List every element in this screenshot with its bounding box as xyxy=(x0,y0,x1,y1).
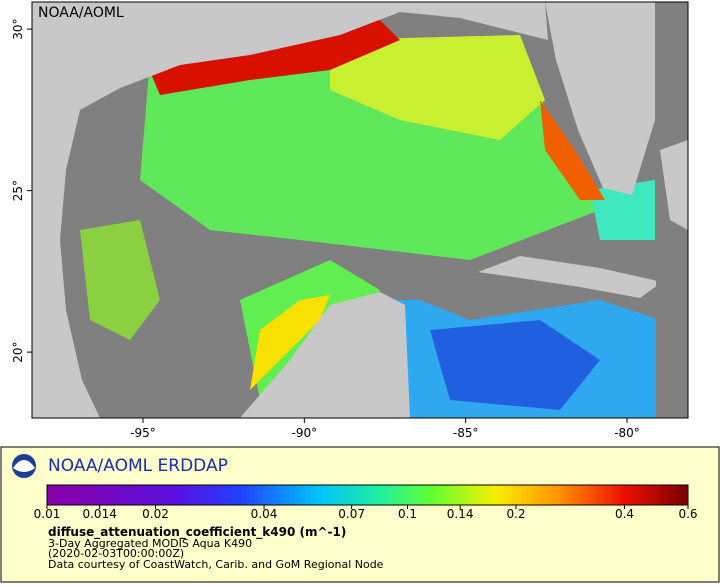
x-tick-label: -80° xyxy=(614,426,640,440)
description-line: 3-Day Aggregated MODIS Aqua K490 xyxy=(48,537,252,550)
land xyxy=(478,256,662,298)
land xyxy=(545,2,655,195)
logo-bird xyxy=(13,460,35,472)
legend-panel xyxy=(0,446,720,583)
colorbar-tick-label: 0.6 xyxy=(678,507,697,521)
description-line: (2020-02-03T00:00:00Z) xyxy=(48,547,184,560)
x-tick-label: -85° xyxy=(453,426,479,440)
colorbar-tick-label: 0.07 xyxy=(338,507,365,521)
colorbar-tick-label: 0.014 xyxy=(82,507,116,521)
watermark: NOAA/AOML xyxy=(38,5,124,21)
colorbar-tick-label: 0.04 xyxy=(251,507,278,521)
ocean-patch xyxy=(590,180,655,240)
colorbar-tick-label: 0.14 xyxy=(447,507,474,521)
land xyxy=(240,292,410,418)
colorbar-tick-label: 0.4 xyxy=(615,507,634,521)
x-tick-label: -95° xyxy=(130,426,156,440)
y-tick-label: 25° xyxy=(11,180,25,201)
description-line: Data courtesy of CoastWatch, Carib. and … xyxy=(48,558,384,571)
y-tick-label: 20° xyxy=(11,341,25,362)
variable-name: diffuse_attenuation_coefficient_k490 (m^… xyxy=(48,525,346,540)
legend-title: NOAA/AOML ERDDAP xyxy=(48,456,228,476)
colorbar xyxy=(46,484,689,506)
colorbar-tick-label: 0.02 xyxy=(142,507,169,521)
ocean-patch xyxy=(80,220,160,340)
ocean-patch xyxy=(430,320,600,410)
colorbar-tick-label: 0.2 xyxy=(506,507,525,521)
land xyxy=(32,2,548,418)
x-tick-label: -90° xyxy=(292,426,318,440)
colorbar-tick-label: 0.1 xyxy=(398,507,417,521)
noaa-logo xyxy=(12,454,36,478)
ocean-patch xyxy=(540,100,605,200)
y-tick-label: 30° xyxy=(11,18,25,39)
ocean-patch xyxy=(145,20,400,95)
ocean-patch xyxy=(330,35,545,140)
map-image xyxy=(32,2,688,418)
ocean-patch xyxy=(250,295,330,390)
map-frame xyxy=(31,1,689,419)
colorbar-tick-label: 0.01 xyxy=(34,507,61,521)
land xyxy=(660,140,688,230)
